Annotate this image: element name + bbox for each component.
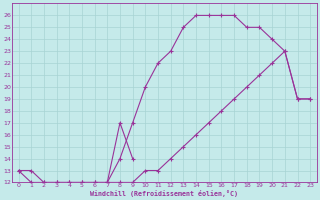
X-axis label: Windchill (Refroidissement éolien,°C): Windchill (Refroidissement éolien,°C) (90, 190, 238, 197)
